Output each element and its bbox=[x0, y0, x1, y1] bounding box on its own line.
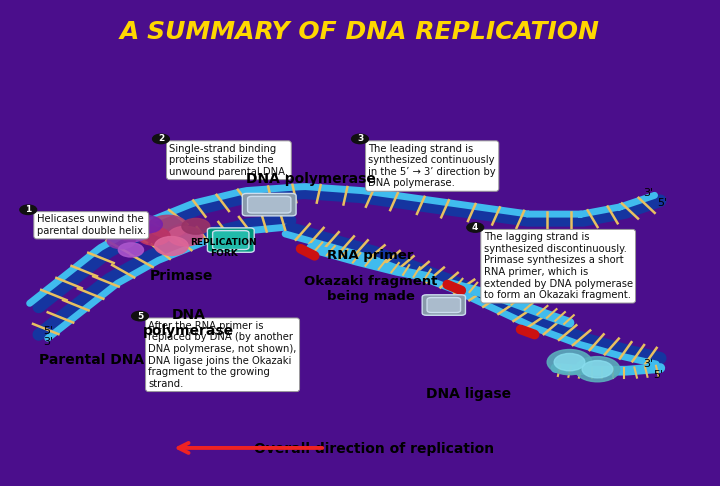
Circle shape bbox=[575, 357, 620, 382]
Text: Overall direction of replication: Overall direction of replication bbox=[254, 442, 494, 456]
Text: RNA primer: RNA primer bbox=[328, 249, 414, 262]
Text: 3: 3 bbox=[357, 135, 363, 143]
Circle shape bbox=[153, 134, 169, 144]
FancyBboxPatch shape bbox=[248, 196, 291, 213]
Text: REPLICATION
FORK: REPLICATION FORK bbox=[191, 238, 257, 258]
FancyBboxPatch shape bbox=[207, 228, 254, 252]
Text: Parental DNA: Parental DNA bbox=[39, 353, 144, 367]
Text: A SUMMARY OF DNA REPLICATION: A SUMMARY OF DNA REPLICATION bbox=[120, 19, 600, 44]
Text: Helicases unwind the
parental double helix.: Helicases unwind the parental double hel… bbox=[37, 214, 146, 236]
Text: DNA
polymerase: DNA polymerase bbox=[143, 308, 235, 338]
Circle shape bbox=[118, 243, 143, 257]
Text: 1: 1 bbox=[25, 205, 32, 214]
Circle shape bbox=[107, 233, 135, 249]
Circle shape bbox=[547, 349, 592, 375]
Text: 5: 5 bbox=[137, 312, 143, 321]
Circle shape bbox=[20, 205, 37, 214]
Text: After the RNA primer is
replaced by DNA (by another
DNA polymerase, not shown),
: After the RNA primer is replaced by DNA … bbox=[148, 321, 297, 389]
Text: DNA ligase: DNA ligase bbox=[426, 386, 510, 400]
Circle shape bbox=[467, 223, 484, 232]
FancyBboxPatch shape bbox=[427, 297, 461, 312]
FancyBboxPatch shape bbox=[422, 295, 465, 315]
Circle shape bbox=[117, 225, 148, 242]
Text: 3': 3' bbox=[643, 359, 653, 369]
Circle shape bbox=[155, 237, 188, 256]
Text: 5': 5' bbox=[653, 370, 663, 380]
Text: 3': 3' bbox=[44, 337, 54, 347]
Text: The lagging strand is
synthesized discontinuously.
Primase synthesizes a short
R: The lagging strand is synthesized discon… bbox=[484, 232, 633, 300]
Text: DNA polymerase: DNA polymerase bbox=[246, 172, 376, 186]
Circle shape bbox=[132, 312, 148, 321]
Text: 3': 3' bbox=[643, 188, 653, 198]
Text: Single-strand binding
proteins stabilize the
unwound parental DNA.: Single-strand binding proteins stabilize… bbox=[169, 144, 289, 177]
Text: Okazaki fragment
being made: Okazaki fragment being made bbox=[304, 275, 437, 303]
FancyBboxPatch shape bbox=[212, 231, 249, 249]
Circle shape bbox=[148, 215, 187, 237]
Text: 2: 2 bbox=[158, 135, 164, 143]
Text: Primase: Primase bbox=[150, 268, 214, 282]
Circle shape bbox=[168, 226, 203, 246]
Circle shape bbox=[351, 134, 369, 144]
Text: The leading strand is
synthesized continuously
in the 5’ → 3’ direction by
DNA p: The leading strand is synthesized contin… bbox=[369, 144, 496, 189]
Circle shape bbox=[554, 353, 585, 371]
Text: 5': 5' bbox=[44, 327, 54, 336]
Text: 5': 5' bbox=[657, 198, 667, 208]
Circle shape bbox=[138, 227, 170, 245]
Circle shape bbox=[132, 216, 162, 233]
Text: 4: 4 bbox=[472, 223, 478, 232]
FancyBboxPatch shape bbox=[243, 193, 296, 216]
Circle shape bbox=[582, 361, 613, 378]
Circle shape bbox=[182, 218, 210, 234]
